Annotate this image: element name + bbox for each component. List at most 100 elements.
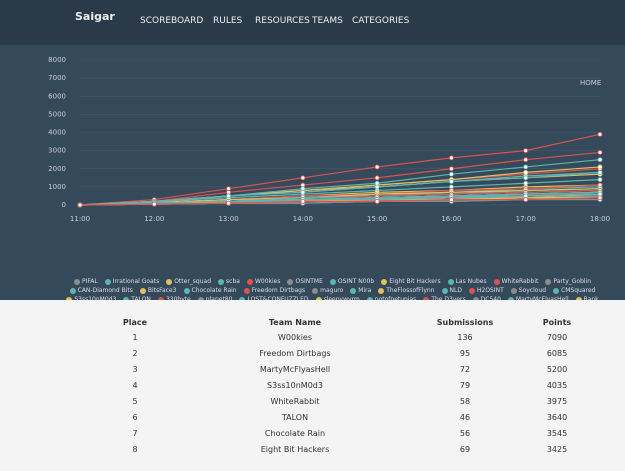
legend-swatch [66,296,73,303]
legend-label: maguro [320,287,344,294]
y-tick-label: 2000 [48,165,66,173]
nav-link[interactable]: SCOREBOARD [140,16,204,26]
chart: HOME 0 1000 2000 3000 4000 5000 6000 7000 8000 11… [48,56,610,223]
nav-link[interactable]: RESOURCES [255,16,310,26]
point [597,131,603,137]
legend-entry[interactable]: Party_Goblin [545,278,591,285]
nav-link[interactable]: RULES [213,16,243,26]
legend-entry[interactable]: scba [218,278,240,285]
point [597,157,603,163]
legend-entry[interactable]: 330byte [157,296,191,303]
table-cell: 4035 [546,381,568,390]
point [374,175,380,181]
table-cell: 69 [459,445,471,454]
legend-swatch [575,296,582,303]
table-cell: 7090 [546,333,568,342]
legend-entry[interactable]: The D3vers [423,296,466,303]
legend-swatch [104,278,111,285]
table-header: Submissions [436,318,494,327]
table-cell: 56 [459,429,471,438]
legend-entry[interactable]: potofpetunias [366,296,416,303]
point [523,169,529,175]
legend-swatch [139,287,146,294]
legend-swatch [312,287,319,294]
nav-link[interactable]: TEAMS [312,16,343,26]
legend-entry[interactable]: DC540 [472,296,501,303]
legend-entry[interactable]: Soycloud [510,287,546,294]
point [523,197,529,202]
table-cell: 6085 [546,349,568,358]
series-line [79,184,601,206]
legend-swatch [381,278,388,285]
legend-entry[interactable]: CAN-Diamond Bits [69,287,133,294]
legend-label: PIFAL [81,278,98,285]
x-tick-label: 14:00 [293,215,313,223]
table-cell: TALON [281,413,309,422]
legend-entry[interactable]: BitsFace3 [139,287,177,294]
point [523,175,529,181]
legend-entry[interactable]: WhiteRabbit [493,278,538,285]
brand[interactable]: Saigar [75,10,115,23]
table-cell: 4 [132,381,138,390]
point [226,200,231,206]
legend-swatch [239,296,246,303]
legend-entry[interactable]: Chocolate Rain [183,287,237,294]
legend-label: Otter_squad [174,278,212,285]
legend-label: sleepywyrm [324,296,360,303]
legend-swatch [378,287,385,294]
legend-entry[interactable]: sleepywyrm [315,296,360,303]
nav-link[interactable]: CATEGORIES [352,16,410,26]
legend-entry[interactable]: W00kies [246,278,280,285]
home-label[interactable]: HOME [580,79,601,87]
legend-entry[interactable]: H2OSINT [468,287,504,294]
legend-label: TALON [131,296,151,303]
legend-entry[interactable]: OSINTME [287,278,323,285]
legend-entry[interactable]: OSINT N00b [329,278,374,285]
legend-entry[interactable]: TheFlossofFlynn [378,287,435,294]
point [523,157,529,163]
legend-swatch [329,278,336,285]
legend-entry[interactable]: Freedom Dirtbags [243,287,306,294]
series-line [79,151,601,206]
point [449,155,454,161]
point [597,169,603,175]
legend-entry[interactable]: Otter_squad [166,278,211,285]
legend-label: CAN-Diamond Bits [77,287,133,294]
point [300,186,306,192]
legend-entry[interactable]: TALON [123,296,151,303]
legend-label: Eight Bit Hackers [389,278,441,285]
series-line [79,133,601,206]
legend-swatch [447,278,454,285]
legend-entry[interactable]: maguro [312,287,343,294]
legend-label: planet80 [206,296,233,303]
table-cell: 6 [132,413,138,422]
legend-swatch [197,296,204,303]
legend-label: DC540 [481,296,501,303]
legend-entry[interactable]: CMSquared [553,287,595,294]
legend-entry[interactable]: LOST&CONFUZZLED [239,296,309,303]
table-cell: Chocolate Rain [264,429,326,438]
legend-swatch [243,287,250,294]
y-tick-label: 3000 [48,147,66,155]
legend-label: Freedom Dirtbags [251,287,306,294]
legend-label: CMSquared [561,287,596,294]
legend-entry[interactable]: Mira [350,287,371,294]
legend-entry[interactable]: S3ss10nM0d3 [66,296,116,303]
table-cell: 95 [459,349,471,358]
legend-swatch [69,287,76,294]
table-cell: WhiteRabbit [270,397,320,406]
legend-entry[interactable]: NLD [441,287,462,294]
legend-swatch [472,296,479,303]
legend-entry[interactable]: Eight Bit Hackers [381,278,441,285]
point [77,202,83,208]
y-tick-label: 8000 [48,56,66,64]
legend-entry[interactable]: MartyMcFlyasHell [507,296,569,303]
legend-label: H2OSINT [476,287,504,294]
legend-entry[interactable]: Rank [575,296,599,303]
legend-entry[interactable]: Irrational Goats [104,278,159,285]
legend-entry[interactable]: Las Nubes [447,278,487,285]
series-line [79,197,601,206]
legend-entry[interactable]: planet80 [197,296,233,303]
legend-label: Rank [584,296,599,303]
legend-entry[interactable]: PIFAL [73,278,98,285]
